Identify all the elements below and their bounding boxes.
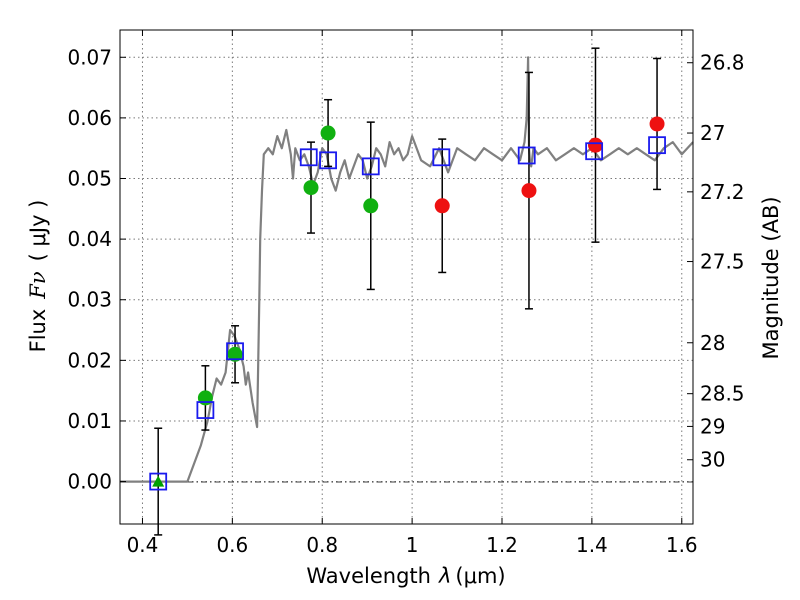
model-photometry-square — [226, 342, 244, 361]
model-photometry-square — [361, 157, 380, 176]
y-tick-label: 0.05 — [67, 167, 112, 191]
x-axis-label: Wavelength λ (μm) — [306, 564, 505, 588]
y-tick-label: 0.06 — [67, 106, 112, 130]
y-tick-label: 0.01 — [67, 409, 112, 433]
x-tick-label: 1.2 — [486, 533, 518, 557]
observed-point — [649, 116, 665, 132]
y2-tick-label: 27 — [700, 121, 725, 145]
y2-tick-label: 30 — [700, 448, 725, 472]
model-photometry-square — [648, 136, 666, 155]
y2-tick-label: 29 — [700, 414, 725, 438]
axes-ticks: 0.4 0.6 0.8 1 1.2 1.4 1.6 0.00 0.01 0.02 0.03 0.04 0… — [67, 30, 745, 557]
model-photometry-square — [196, 401, 215, 419]
y2-tick-label: 27.2 — [700, 180, 745, 204]
model-photometry-square — [585, 142, 604, 161]
plot-frame — [119, 29, 694, 525]
observed-point — [434, 198, 450, 214]
y-tick-label: 0.03 — [67, 288, 112, 312]
y-tick-label: 0.07 — [67, 45, 112, 69]
y2-tick-label: 26.8 — [700, 51, 745, 75]
plot-area — [120, 47, 694, 536]
y2-tick-label: 28 — [700, 331, 725, 355]
observed-point — [363, 198, 379, 214]
y-tick-label: 0.02 — [67, 348, 112, 372]
observed-point — [227, 346, 243, 362]
model-photometry-square — [319, 151, 337, 170]
y-axis-label: FluxFν( μJy ) — [26, 200, 50, 353]
x-tick-label: 0.4 — [127, 533, 159, 557]
observed-point-triangle — [152, 475, 165, 487]
x-tick-label: 1.6 — [666, 533, 698, 557]
observed-point — [197, 390, 213, 406]
x-tick-label: 0.6 — [216, 533, 248, 557]
x-tick-label: 0.8 — [306, 533, 338, 557]
x-tick-label: 1 — [406, 533, 419, 557]
x-tick-label: 1.4 — [576, 533, 608, 557]
model-spectrum-line — [120, 56, 694, 483]
observed-point — [521, 183, 537, 199]
model-photometry-square — [149, 472, 168, 491]
grid-lines — [120, 30, 693, 524]
observed-point — [587, 137, 603, 153]
y-tick-label: 0.00 — [67, 470, 112, 494]
model-photometry-square — [432, 148, 451, 167]
observed-point — [303, 180, 319, 196]
y2-tick-label: 27.5 — [700, 250, 745, 274]
y-tick-label: 0.04 — [67, 227, 112, 251]
observed-point — [320, 125, 336, 141]
model-photometry-square — [517, 146, 536, 165]
model-photometry-square — [299, 148, 318, 167]
y2-tick-label: 28.5 — [700, 382, 745, 406]
y2-axis-label: Magnitude (AB) — [759, 196, 783, 359]
